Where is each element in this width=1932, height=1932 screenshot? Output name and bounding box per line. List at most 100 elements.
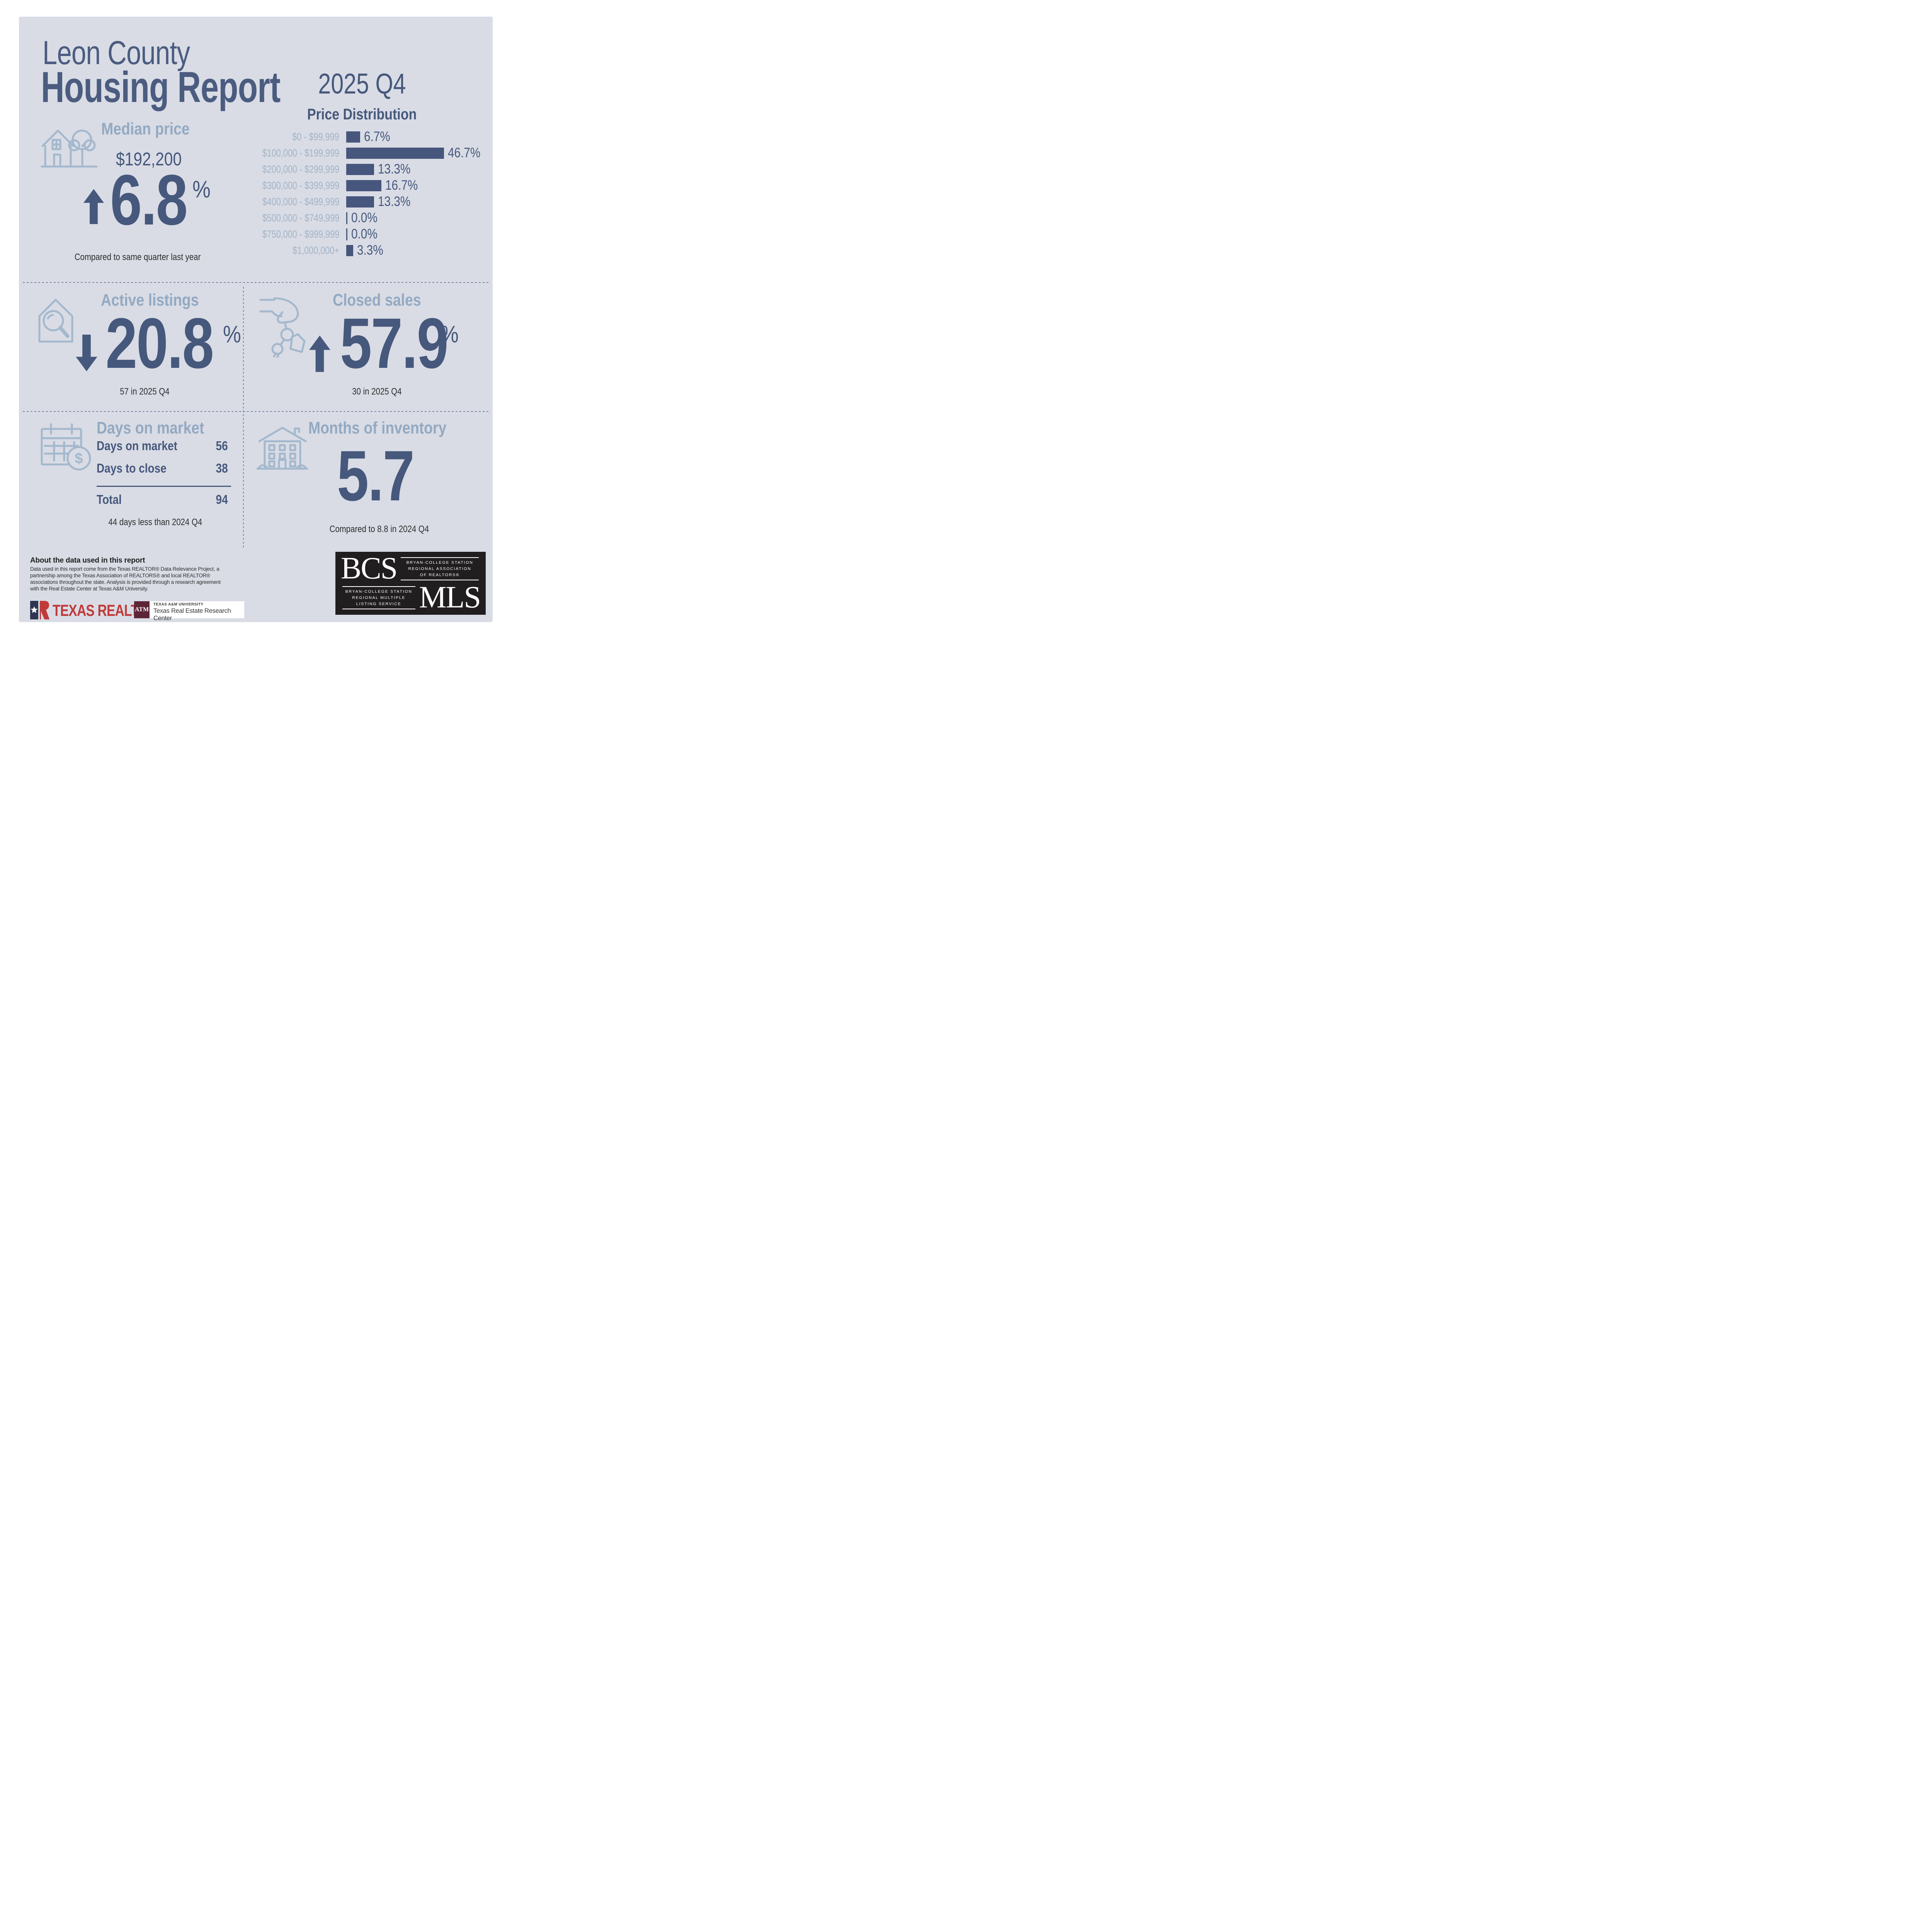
price-distribution-bar — [346, 245, 353, 256]
price-range-label: $400,000 - $499,999 — [262, 196, 339, 207]
median-price-heading: Median price — [101, 119, 205, 139]
price-distribution-row: $750,000 - $999,999 0.0% — [247, 226, 486, 242]
about-heading-text: About the data used in this report — [30, 556, 145, 565]
days-on-market-caption: 44 days less than 2024 Q4 — [78, 517, 233, 528]
mls-rule — [342, 586, 415, 587]
tamu-monogram-icon: ATM — [134, 601, 150, 618]
price-distribution-value: 13.3% — [378, 194, 411, 209]
median-price-change-unit: % — [192, 176, 214, 203]
tamu-center-text: Texas Real Estate Research Center — [153, 607, 231, 622]
price-distribution-bar — [346, 196, 374, 207]
county-title-text: Leon County — [43, 34, 190, 71]
median-price-value-text: $192,200 — [116, 149, 182, 170]
county-title: Leon County — [43, 34, 227, 72]
median-price-change: 6.8 — [110, 165, 206, 236]
mls-service-block: BRYAN-COLLEGE STATION REGIONAL MULTIPLE … — [342, 586, 415, 610]
bcs-top-row: BCS BRYAN-COLLEGE STATION REGIONAL ASSOC… — [341, 551, 480, 586]
bcs-rule — [401, 557, 479, 558]
price-range-label: $200,000 - $299,999 — [262, 163, 339, 175]
about-heading: About the data used in this report — [30, 556, 145, 565]
closed-sales-trend-arrow-icon — [309, 335, 330, 372]
price-distribution-value: 0.0% — [351, 210, 378, 225]
quarter-label: 2025 Q4 — [285, 67, 439, 100]
price-distribution-row: $1,000,000+ 3.3% — [247, 242, 486, 259]
tamu-text-panel: TEXAS A&M UNIVERSITY Texas Real Estate R… — [150, 601, 244, 622]
median-price-heading-text: Median price — [101, 119, 190, 138]
mls-acronym: MLS — [419, 580, 481, 615]
median-price-caption: Compared to same quarter last year — [60, 252, 215, 263]
mls-bottom-row: BRYAN-COLLEGE STATION REGIONAL MULTIPLE … — [341, 580, 481, 615]
price-distribution-row: $300,000 - $399,999 16.7% — [247, 177, 486, 194]
price-distribution-row: $100,000 - $199,999 46.7% — [247, 145, 486, 161]
price-range-label: $0 - $99,999 — [292, 131, 339, 143]
active-listings-caption: 57 in 2025 Q4 — [67, 386, 222, 397]
closed-sales-caption-text: 30 in 2025 Q4 — [352, 386, 402, 397]
active-listings-change: 20.8 — [105, 308, 240, 379]
median-price-change-text: 6.8 — [110, 160, 188, 240]
quarter-text: 2025 Q4 — [318, 68, 406, 100]
active-listings-unit-text: % — [223, 321, 241, 348]
price-range-label: $100,000 - $199,999 — [262, 147, 339, 159]
closed-sales-change-unit: % — [440, 321, 462, 348]
report-title: Housing Report — [41, 62, 360, 112]
page: Leon County Housing Report 2025 Q4 Price… — [0, 0, 512, 641]
active-listings-heading-text: Active listings — [101, 291, 199, 310]
report-title-text: Housing Report — [41, 63, 281, 111]
price-distribution-title-text: Price Distribution — [307, 106, 417, 123]
bcs-association-line: BRYAN-COLLEGE STATION — [406, 560, 473, 565]
price-distribution-value: 0.0% — [351, 226, 378, 242]
price-range-label: $1,000,000+ — [293, 244, 339, 256]
active-listings-heading: Active listings — [101, 291, 216, 310]
price-distribution-row: $200,000 - $299,999 13.3% — [247, 161, 486, 177]
hand-keys-icon — [259, 297, 306, 358]
report-card: Leon County Housing Report 2025 Q4 Price… — [19, 17, 493, 622]
tamu-university-text: TEXAS A&M UNIVERSITY — [153, 602, 204, 607]
closed-sales-caption: 30 in 2025 Q4 — [299, 386, 454, 397]
days-on-market-row-label: Days on market — [97, 439, 177, 453]
days-total-value: 94 — [216, 492, 228, 507]
closed-sales-change: 57.9 — [340, 308, 474, 379]
price-distribution-bar — [346, 147, 444, 159]
price-distribution-bar — [346, 131, 361, 143]
bcs-mls-logo: BCS BRYAN-COLLEGE STATION REGIONAL ASSOC… — [335, 552, 486, 615]
days-on-market-row-value: 56 — [216, 439, 228, 453]
price-distribution-bar — [346, 212, 347, 224]
months-of-inventory-caption-text: Compared to 8.8 in 2024 Q4 — [329, 524, 429, 534]
months-of-inventory-value-text: 5.7 — [337, 436, 415, 516]
house-magnifier-icon — [38, 299, 73, 343]
price-distribution-value: 3.3% — [357, 243, 383, 258]
active-listings-caption-text: 57 in 2025 Q4 — [119, 386, 170, 397]
active-listings-change-text: 20.8 — [105, 304, 214, 383]
closed-sales-heading: Closed sales — [333, 291, 437, 310]
price-distribution-row: $500,000 - $749,999 0.0% — [247, 210, 486, 226]
calendar-dollar-icon: $ — [41, 423, 91, 471]
price-distribution-chart: $0 - $99,999 6.7% $100,000 - $199,999 46.7%… — [247, 129, 486, 259]
about-body: Data used in this report come from the T… — [30, 566, 221, 592]
price-range-label: $750,000 - $999,999 — [262, 228, 339, 240]
house-tree-icon — [41, 129, 98, 168]
active-listings-trend-arrow-icon — [76, 335, 97, 371]
price-range-label: $300,000 - $399,999 — [262, 179, 339, 191]
price-distribution-bar — [346, 163, 374, 175]
tamu-monogram-text: ATM — [134, 606, 149, 613]
median-price-trend-arrow-icon — [83, 189, 104, 224]
price-distribution-value: 6.7% — [364, 129, 391, 144]
horizontal-divider-bottom — [23, 411, 489, 412]
price-distribution-value: 46.7% — [448, 145, 481, 160]
closed-sales-change-text: 57.9 — [340, 304, 449, 383]
mls-service-line: LISTING SERVICE — [356, 602, 401, 607]
months-of-inventory-heading-text: Months of inventory — [308, 418, 447, 437]
closed-sales-heading-text: Closed sales — [333, 291, 421, 310]
bcs-association-line: REGIONAL ASSOCIATION — [408, 566, 471, 571]
median-price-unit-text: % — [192, 176, 211, 203]
days-total-rule — [97, 486, 231, 487]
dollar-glyph: $ — [75, 451, 83, 467]
apartment-building-icon — [256, 427, 308, 470]
months-of-inventory-caption: Compared to 8.8 in 2024 Q4 — [302, 524, 456, 535]
texas-realtors-flag-icon — [30, 601, 49, 619]
days-total-label: Total — [97, 492, 122, 507]
median-price-caption-text: Compared to same quarter last year — [74, 252, 201, 262]
days-on-market-heading: Days on market — [97, 418, 223, 438]
bcs-acronym: BCS — [341, 551, 398, 586]
price-distribution-value: 13.3% — [378, 162, 411, 177]
